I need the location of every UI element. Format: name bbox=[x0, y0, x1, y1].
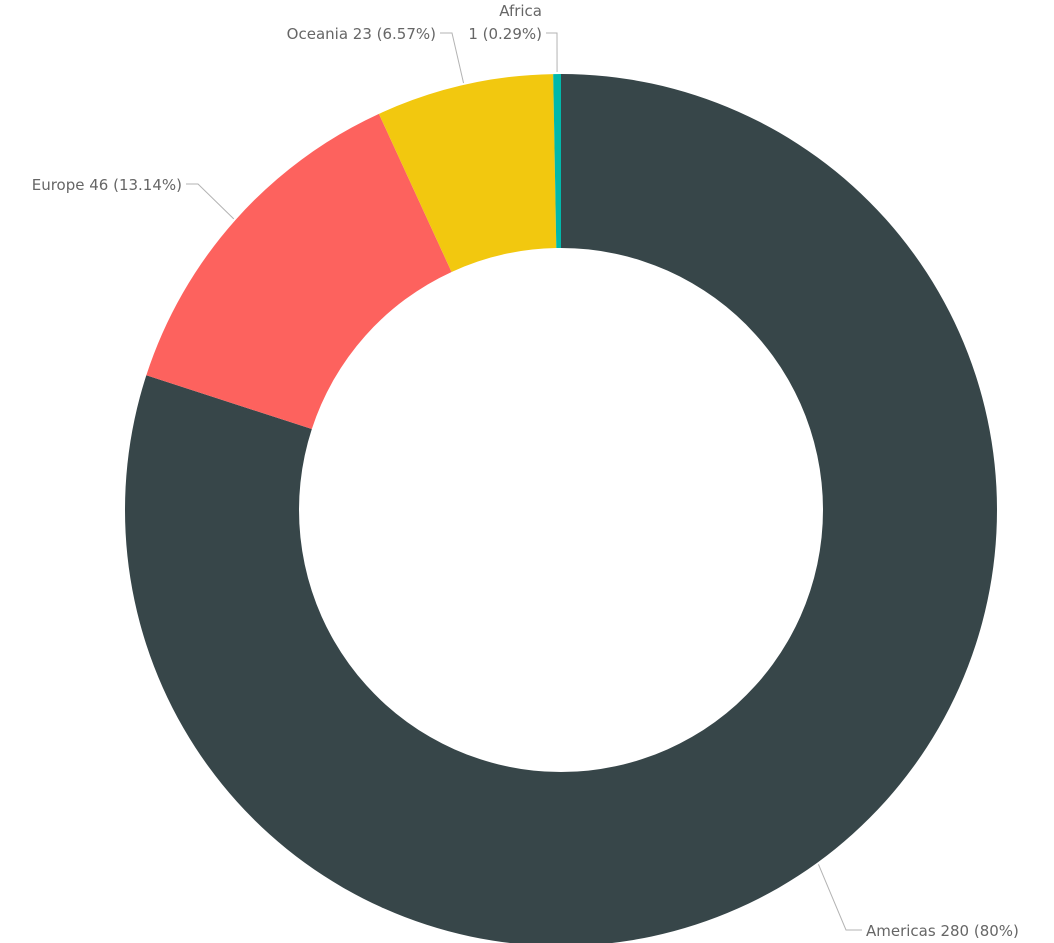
leader-line-africa bbox=[546, 32, 558, 73]
data-labels: Americas 280 (80%) Europe 46 (13.14%) Ocea… bbox=[32, 2, 1019, 940]
leader-line-americas bbox=[817, 864, 862, 931]
slice-europe[interactable] bbox=[146, 113, 452, 430]
data-label-africa-value: 1 (0.29%) bbox=[468, 25, 542, 43]
slice-oceania[interactable] bbox=[378, 74, 557, 272]
data-label-oceania: Oceania 23 (6.57%) bbox=[287, 25, 436, 43]
slice-americas[interactable] bbox=[125, 74, 997, 943]
data-label-americas: Americas 280 (80%) bbox=[866, 922, 1019, 940]
data-label-africa-name: Africa bbox=[499, 2, 542, 20]
leader-lines bbox=[186, 32, 862, 931]
leader-line-oceania bbox=[440, 32, 465, 84]
donut-slices bbox=[125, 74, 997, 943]
leader-line-europe bbox=[186, 183, 235, 220]
slice-africa[interactable] bbox=[553, 74, 561, 249]
data-label-europe: Europe 46 (13.14%) bbox=[32, 176, 182, 194]
